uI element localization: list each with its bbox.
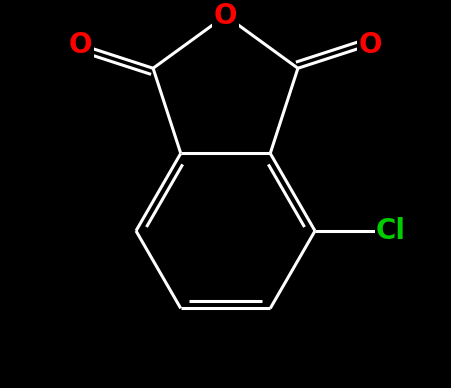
Text: Cl: Cl (376, 217, 406, 245)
Text: O: O (69, 31, 92, 59)
Text: O: O (214, 2, 237, 29)
Text: O: O (359, 31, 382, 59)
